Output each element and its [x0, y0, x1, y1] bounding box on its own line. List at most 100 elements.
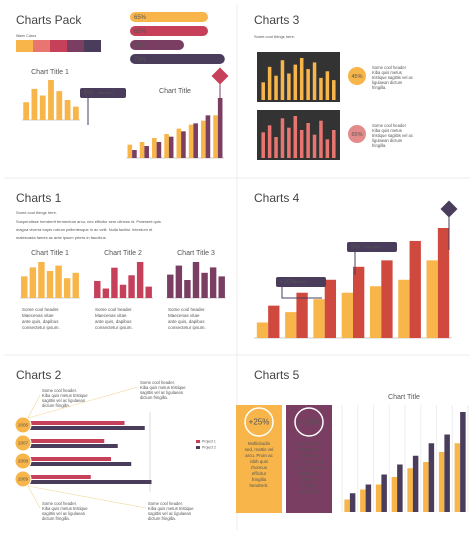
text-line: dictum fringilla. [148, 516, 176, 521]
badge-value: 45% [351, 74, 362, 80]
leader-line [27, 485, 147, 509]
bar [306, 69, 310, 100]
text-line: dictum fringilla. [140, 395, 168, 400]
badge [276, 277, 326, 287]
bar [454, 443, 461, 512]
text-line: efficitur [302, 477, 317, 482]
text-line: Quam justo [297, 441, 321, 446]
bar [30, 444, 118, 448]
bar [46, 271, 54, 298]
swatch [84, 40, 101, 52]
bar [111, 267, 118, 298]
bar [209, 267, 217, 298]
bar [167, 274, 174, 298]
bar [188, 124, 194, 158]
badge-value: +10% [280, 280, 296, 286]
bar [72, 272, 79, 298]
text-line: arcu. Proin ac [245, 453, 274, 458]
bar [375, 484, 382, 512]
panel-title: Charts 2 [16, 368, 62, 382]
text-line: fringilla [302, 483, 317, 488]
bar [460, 412, 466, 512]
bar [293, 64, 298, 100]
bar [128, 275, 135, 298]
badge-value: 5% [351, 245, 360, 251]
bar [213, 115, 218, 158]
bar [127, 144, 133, 158]
bar [176, 128, 182, 158]
text-line: Some cool header. [168, 307, 206, 312]
bar [287, 73, 291, 100]
legend-label: Project 2 [202, 445, 216, 449]
bar [145, 286, 152, 298]
leader-line [27, 386, 139, 419]
panel-title: Charts 1 [16, 191, 62, 205]
text-line: Some cool header. [95, 307, 133, 312]
bar [353, 266, 365, 338]
bar [381, 474, 387, 512]
bar [261, 132, 265, 158]
text-line: Some cool header. [42, 388, 77, 393]
bar [426, 260, 438, 338]
text-line: Some cool header. [148, 501, 183, 506]
swatch [33, 40, 50, 52]
leader-line [27, 394, 41, 419]
text-line: fringilla. [372, 143, 386, 148]
bar [306, 123, 310, 158]
text-line: Some cool header [372, 65, 407, 70]
diamond-marker [211, 67, 229, 85]
card-circle [294, 407, 324, 437]
bar [349, 493, 356, 512]
text-line: efficitur [252, 471, 267, 476]
text-line: Some cool header. [42, 501, 77, 506]
badge-note: this year [365, 244, 381, 249]
swatch [50, 40, 67, 52]
bar [30, 475, 91, 479]
bar [152, 138, 157, 158]
bar [94, 280, 101, 298]
swatch [16, 40, 33, 52]
progress-bar [130, 12, 208, 22]
text-line: Suspendisse hendrerit fermentum arcu, ne… [16, 219, 161, 224]
bar [30, 457, 111, 461]
bar [29, 267, 37, 298]
bar [168, 136, 174, 158]
text-line: hendrerit. [299, 489, 318, 494]
bar [217, 98, 223, 158]
text-line: arcu. Proin ac [295, 465, 324, 470]
badge-note: market [294, 279, 307, 284]
text-line: Mollicitudin [248, 441, 271, 446]
bar [119, 284, 127, 298]
bar [381, 260, 393, 338]
bar [256, 322, 269, 338]
badge-value: 65% [351, 132, 362, 138]
swatch-label: Warm Colors [16, 34, 37, 38]
bar [299, 58, 304, 100]
text-line: Maecenas vitae [95, 313, 127, 318]
bar [398, 279, 410, 338]
bar [312, 62, 317, 100]
text-line: Kiba quis metus [372, 70, 402, 75]
bar [164, 134, 169, 158]
bar [365, 484, 372, 512]
text-line: fringilla. [372, 85, 386, 90]
badge [80, 88, 126, 98]
card-value: +25% [249, 418, 270, 427]
year-label: 2007 [18, 441, 29, 446]
bar [428, 443, 435, 512]
diamond-marker [440, 200, 458, 218]
bar [72, 106, 79, 120]
text-line: Kiba quis metus [372, 128, 402, 133]
bar [139, 142, 145, 158]
subtitle: Some cool things here. [254, 34, 295, 39]
text-line: Some cool header [372, 123, 407, 128]
progress-label: 65% [134, 29, 147, 35]
text-line: malesuada fames ac ante ipsum primis in … [16, 235, 107, 240]
bar [156, 142, 162, 158]
text-line: Some cool header. [22, 307, 60, 312]
bar [344, 499, 350, 512]
badge-circle [348, 67, 366, 85]
text-line: Maecenas vitae [22, 313, 54, 318]
bar [332, 130, 336, 158]
text-line: ante quis, dapibus [95, 319, 132, 324]
